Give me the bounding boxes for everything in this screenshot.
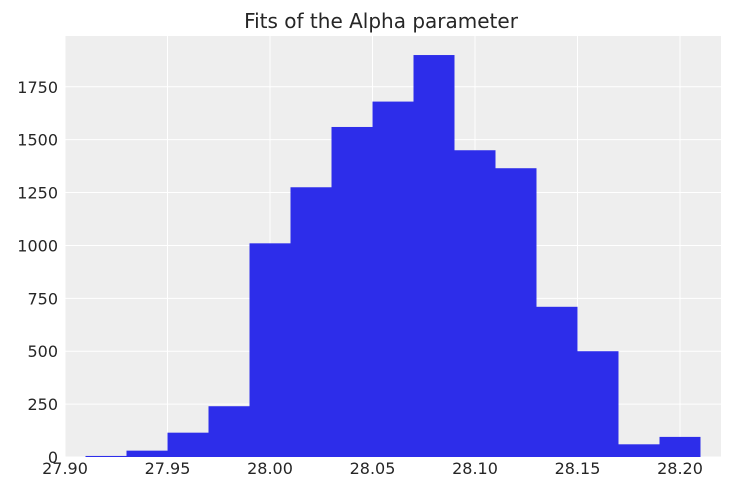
x-tick-label: 27.90 [42, 459, 88, 478]
x-tick-label: 28.10 [452, 459, 498, 478]
histogram-bar-13 [618, 444, 660, 457]
x-tick-label: 28.00 [247, 459, 293, 478]
y-tick-label: 1250 [17, 184, 58, 203]
histogram-bar-1 [126, 450, 168, 457]
histogram-bar-5 [290, 187, 332, 457]
histogram-bar-14 [659, 436, 701, 457]
histogram-bar-12 [577, 351, 619, 457]
y-tick-label: 0 [48, 448, 58, 467]
histogram-bars [85, 55, 701, 458]
y-tick-label: 1500 [17, 131, 58, 150]
x-tick-label: 28.20 [657, 459, 703, 478]
histogram-bar-2 [167, 432, 209, 457]
y-tick-label: 1750 [17, 78, 58, 97]
x-tick-label: 28.15 [555, 459, 601, 478]
y-axis-ticks: 0 250 500 750 1000 1250 1500 1750 [17, 78, 58, 467]
histogram-bar-8 [413, 55, 455, 458]
histogram-bar-10 [495, 168, 537, 457]
histogram-bar-3 [208, 406, 250, 457]
histogram-bar-11 [536, 306, 578, 457]
histogram-bar-0 [85, 455, 127, 457]
y-tick-label: 750 [27, 289, 58, 308]
x-axis-ticks: 27.90 27.95 28.00 28.05 28.10 28.15 28.20 [42, 459, 703, 478]
y-tick-label: 500 [27, 342, 58, 361]
histogram-bar-4 [249, 243, 291, 457]
x-tick-label: 28.05 [350, 459, 396, 478]
histogram-bar-9 [454, 150, 496, 457]
histogram-bar-6 [331, 126, 373, 457]
histogram-bar-7 [372, 101, 414, 457]
chart-title: Fits of the Alpha parameter [244, 9, 519, 33]
y-tick-label: 1000 [17, 236, 58, 255]
x-tick-label: 27.95 [145, 459, 191, 478]
y-tick-label: 250 [27, 395, 58, 414]
